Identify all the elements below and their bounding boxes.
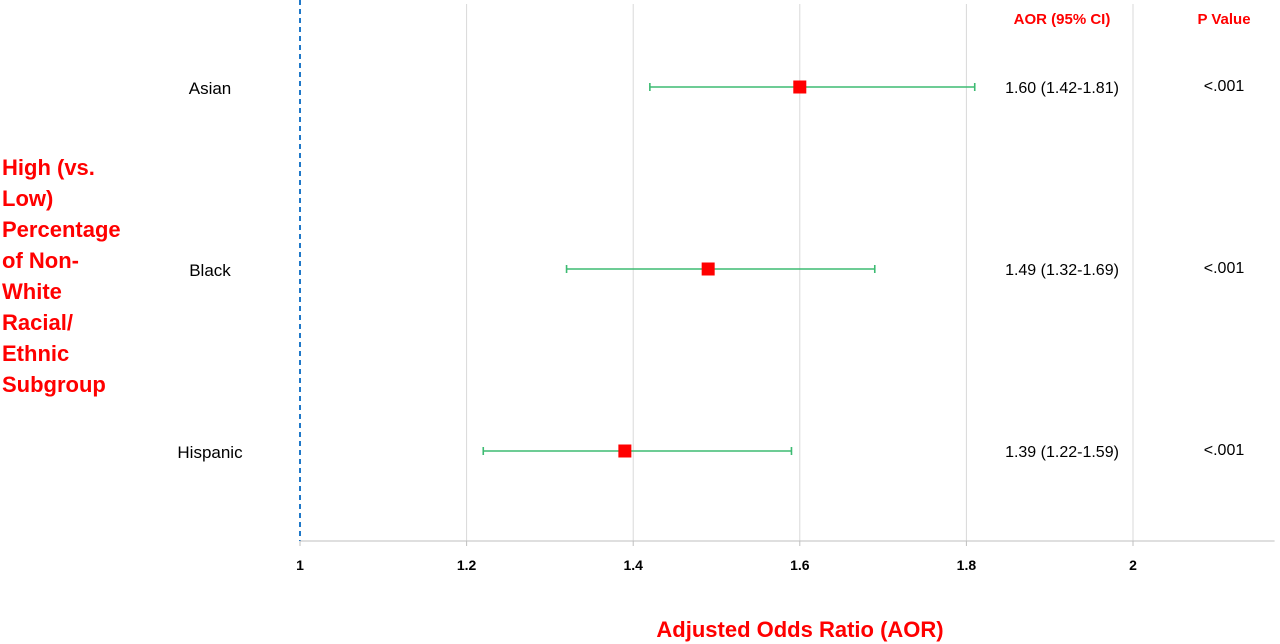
x-tick-label: 2 xyxy=(1129,557,1137,573)
point-estimate xyxy=(701,262,715,276)
aor-value: 1.39 (1.22-1.59) xyxy=(1005,444,1119,461)
p-value: <.001 xyxy=(1204,260,1245,277)
y-axis-title-line: Low) xyxy=(2,186,53,211)
row-label: Black xyxy=(189,261,231,280)
y-axis-title-line: High (vs. xyxy=(2,155,95,180)
p-value-column-header: P Value xyxy=(1197,11,1250,28)
y-axis-title-line: Racial/ xyxy=(2,310,73,335)
row-label: Hispanic xyxy=(177,443,243,462)
y-axis-title: High (vs. Low) Percentage of Non- White Racia… xyxy=(2,155,121,397)
x-tick-label: 1 xyxy=(296,557,304,573)
row-labels: Asian Black Hispanic xyxy=(177,79,243,462)
y-axis-title-line: Percentage xyxy=(2,217,121,242)
y-axis-title-line: Ethnic xyxy=(2,341,69,366)
p-value: <.001 xyxy=(1204,78,1245,95)
point-estimate xyxy=(793,80,807,94)
y-axis-title-line: of Non- xyxy=(2,248,79,273)
x-tick-label: 1.6 xyxy=(790,557,810,573)
x-tick-label: 1.4 xyxy=(623,557,643,573)
aor-column-header: AOR (95% CI) xyxy=(1014,11,1111,28)
p-value: <.001 xyxy=(1204,442,1245,459)
confidence-intervals xyxy=(482,83,976,455)
y-axis-title-line: White xyxy=(2,279,62,304)
row-label: Asian xyxy=(189,79,232,98)
aor-value: 1.60 (1.42-1.81) xyxy=(1005,80,1119,97)
aor-value: 1.49 (1.32-1.69) xyxy=(1005,262,1119,279)
x-tick-label: 1.2 xyxy=(457,557,477,573)
x-tick-label: 1.8 xyxy=(957,557,977,573)
x-axis-title: Adjusted Odds Ratio (AOR) xyxy=(656,617,943,642)
y-axis-title-line: Subgroup xyxy=(2,372,106,397)
point-estimate xyxy=(618,444,632,458)
value-columns: 1.60 (1.42-1.81) <.001 1.49 (1.32-1.69) <.0… xyxy=(1005,78,1244,461)
point-estimates xyxy=(618,80,807,458)
x-axis: 1 1.2 1.4 1.6 1.8 2 xyxy=(296,540,1275,573)
